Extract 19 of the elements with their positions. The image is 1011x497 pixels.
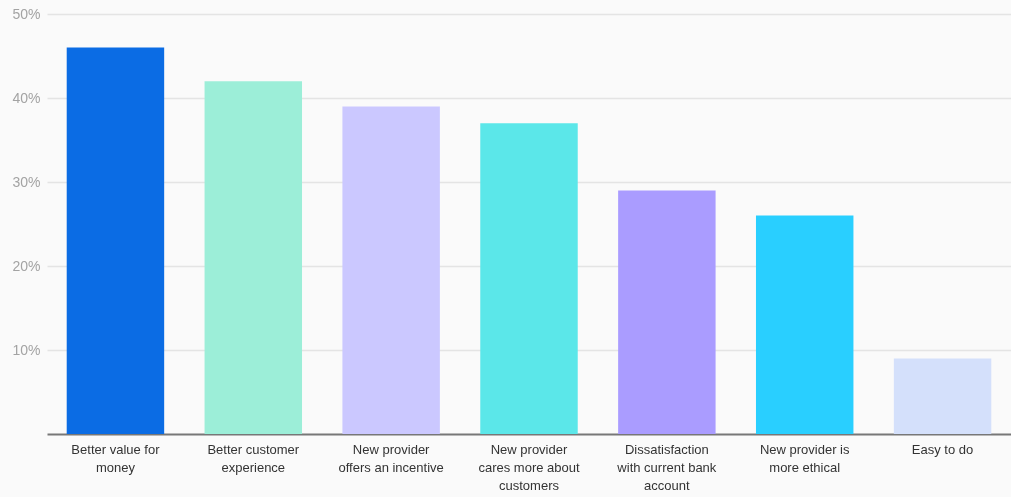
y-tick-label: 30% [12, 173, 41, 190]
x-tick-label: New provider cares more about customers [478, 441, 580, 493]
x-tick-label: New provider offers an incentive [338, 441, 444, 475]
bar [755, 215, 854, 434]
y-tick-label: 20% [12, 257, 41, 274]
x-tick-label: Easy to do [911, 441, 974, 457]
y-tick-label: 40% [12, 89, 41, 106]
x-tick-label: Better value for money [71, 441, 161, 475]
bar [66, 47, 165, 434]
bar [893, 358, 992, 434]
bar [204, 81, 303, 434]
y-tick-label: 10% [12, 341, 41, 358]
x-tick-label: Better customer experience [207, 441, 300, 475]
y-tick-label: 50% [12, 5, 41, 22]
x-tick-label: Dissatisfaction with current bank account [616, 441, 717, 493]
bar [480, 123, 578, 434]
x-tick-label: New provider is more ethical [759, 441, 850, 475]
bar [342, 106, 440, 434]
bar [618, 190, 716, 434]
